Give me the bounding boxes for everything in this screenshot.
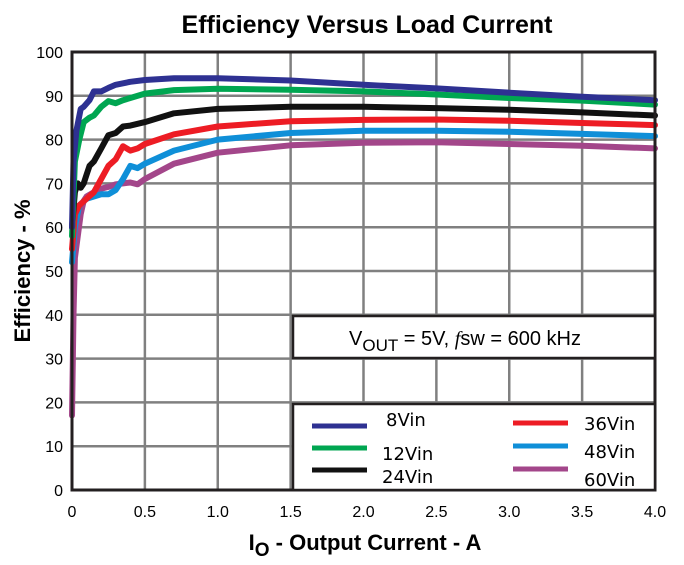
series-line-8vin: [69, 75, 658, 231]
y-axis-label: Efficiency - %: [10, 199, 35, 342]
series-line-12vin: [69, 85, 658, 239]
x-tick-label: 1.0: [207, 504, 229, 521]
y-tick-label: 30: [45, 352, 63, 369]
y-tick-labels: 0 10 20 30 40 50 60 70 80 90 100: [36, 45, 63, 500]
x-tick-label: 0.5: [134, 504, 156, 521]
annotation-box: VOUT = 5V, fsw = 600 kHz: [291, 314, 657, 360]
y-tick-label: 40: [45, 308, 63, 325]
y-tick-label: 70: [45, 176, 63, 193]
x-axis-label-sub: O: [255, 540, 270, 561]
legend-label-8vin: 8Vin: [386, 410, 426, 431]
x-tick-label: 2.0: [352, 504, 374, 521]
y-tick-label: 60: [45, 220, 63, 237]
x-tick-label: 0: [68, 504, 77, 521]
annotation-text: VOUT = 5V, fsw = 600 kHz: [349, 328, 581, 355]
x-axis-label-main: I: [249, 530, 255, 555]
annotation-v-sub: OUT: [362, 336, 398, 355]
chart-title: Efficiency Versus Load Current: [182, 11, 554, 39]
series-line-36vin: [69, 116, 658, 253]
y-tick-label: 20: [45, 395, 63, 412]
series-line-24vin: [69, 103, 658, 231]
x-tick-label: 3.0: [498, 504, 520, 521]
x-tick-labels: 0 0.5 1.0 1.5 2.0 2.5 3.0 3.5 4.0: [68, 504, 667, 521]
annotation-frame: [291, 314, 657, 360]
x-tick-label: 4.0: [644, 504, 666, 521]
x-axis-label-rest: - Output Current - A: [270, 530, 482, 555]
y-tick-label: 10: [45, 439, 63, 456]
y-tick-label: 0: [54, 483, 63, 500]
y-tick-label: 90: [45, 89, 63, 106]
series-lines: [69, 75, 658, 419]
annotation-f: f: [455, 328, 463, 350]
legend-label-24vin: 24Vin: [382, 467, 433, 488]
annotation-sw: sw = 600 kHz: [460, 328, 581, 350]
annotation-v: V: [349, 328, 363, 350]
legend-label-48vin: 48Vin: [584, 442, 635, 463]
y-tick-label: 50: [45, 264, 63, 281]
x-axis-label: IO - Output Current - A: [249, 530, 482, 561]
x-tick-label: 3.5: [571, 504, 593, 521]
annotation-rest: = 5V,: [398, 328, 455, 350]
legend-label-12vin: 12Vin: [382, 444, 433, 465]
legend-label-36vin: 36Vin: [584, 414, 635, 435]
x-tick-label: 2.5: [425, 504, 447, 521]
y-tick-label: 80: [45, 133, 63, 150]
legend-label-60vin: 60Vin: [584, 470, 635, 491]
x-tick-label: 1.5: [280, 504, 302, 521]
legend-frame: [291, 402, 657, 492]
y-tick-label: 100: [36, 45, 63, 62]
